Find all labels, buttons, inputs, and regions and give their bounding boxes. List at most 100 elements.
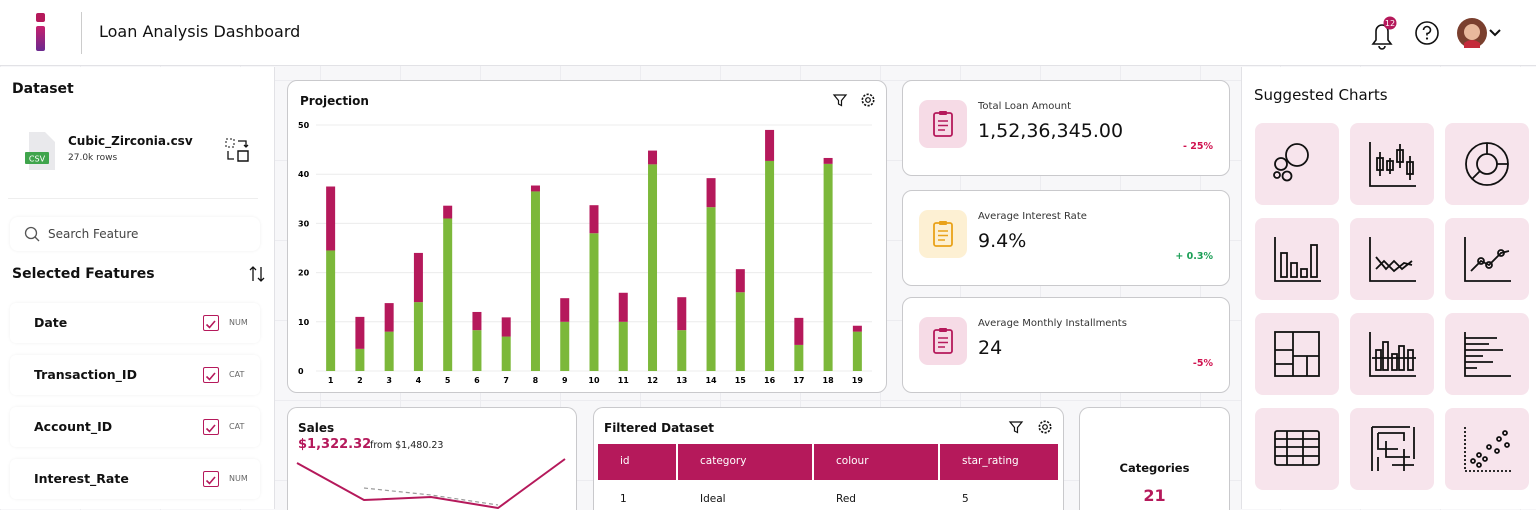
chart-tile[interactable] [1255, 218, 1339, 300]
categories-card: Categories 21 [1079, 407, 1230, 510]
kpi-change: + 0.3% [1175, 251, 1213, 262]
clipboard-icon [933, 221, 953, 247]
projection-card: Projection [287, 80, 887, 393]
chart-tile[interactable] [1350, 313, 1434, 395]
table-cell: Ideal [700, 493, 726, 505]
chart-type-icon [1274, 237, 1321, 282]
feature-checkbox[interactable] [203, 367, 219, 383]
logo-dot [36, 13, 45, 22]
search-placeholder: Search Feature [48, 227, 139, 241]
feature-row: Interest_Rate NUM [10, 459, 260, 499]
chart-tile[interactable] [1255, 313, 1339, 395]
file-rows: 27.0k rows [68, 153, 118, 163]
feature-checkbox[interactable] [203, 315, 219, 331]
header-text: colour [836, 455, 869, 467]
table-cell: 5 [962, 493, 969, 505]
feature-row: Transaction_ID CAT [10, 355, 260, 395]
help-icon[interactable] [1414, 20, 1440, 46]
table-card: Filtered Dataset id category colour star_ra… [593, 407, 1064, 510]
chart-tile[interactable] [1445, 218, 1529, 300]
feature-checkbox[interactable] [203, 471, 219, 487]
kpi-change: -5% [1192, 358, 1213, 369]
chart-tile[interactable] [1350, 218, 1434, 300]
chart-tile[interactable] [1350, 123, 1434, 205]
filter-icon[interactable] [832, 92, 848, 108]
chart-tile[interactable] [1255, 408, 1339, 490]
table-header-cell: colour [814, 444, 938, 480]
search-icon [24, 226, 40, 242]
sales-card: Sales $1,322.32 from $1,480.23 [287, 407, 577, 510]
suggested-title: Suggested Charts [1254, 86, 1388, 104]
filter-icon[interactable] [1008, 419, 1024, 435]
chart-type-icon [1274, 430, 1320, 466]
sales-value: $1,322.32 [298, 437, 372, 452]
chart-type-icon [1369, 237, 1416, 282]
feature-name: Interest_Rate [34, 471, 129, 486]
chart-tile[interactable] [1445, 313, 1529, 395]
check-mark [205, 476, 216, 485]
chart-type-icon [1371, 426, 1415, 471]
kpi-card: Average Monthly Installments 24 -5% [902, 297, 1230, 393]
kpi-card: Total Loan Amount 1,52,36,345.00 - 25% [902, 80, 1230, 176]
features-heading: Selected Features [12, 266, 155, 282]
feature-type: CAT [229, 370, 245, 379]
kpi-icon [919, 210, 967, 258]
header-text: category [700, 455, 747, 467]
check-mark [205, 320, 216, 329]
settings-icon[interactable] [1037, 419, 1053, 435]
header: Loan Analysis Dashboard 12 [0, 0, 1536, 66]
file-icon: CSV [25, 132, 55, 170]
kpi-icon [919, 317, 967, 365]
chart-type-icon [1464, 237, 1511, 282]
chart-tile[interactable] [1445, 123, 1529, 205]
header-text: star_rating [962, 455, 1019, 467]
notification-count: 12 [1385, 19, 1395, 28]
swap-dataset[interactable] [224, 137, 250, 163]
sales-title: Sales [298, 421, 335, 435]
sort-icon[interactable] [249, 265, 265, 283]
notification-bell[interactable]: 12 [1368, 16, 1398, 50]
header-text: id [620, 455, 630, 467]
kpi-change: - 25% [1183, 141, 1213, 152]
feature-type: NUM [229, 474, 248, 483]
kpi-value: 1,52,36,345.00 [978, 120, 1124, 142]
chart-tile[interactable] [1350, 408, 1434, 490]
clipboard-icon [933, 111, 953, 137]
user-menu[interactable] [1456, 17, 1510, 49]
chart-type-icon [1464, 332, 1511, 377]
kpi-value: 9.4% [978, 230, 1027, 252]
chart-tile[interactable] [1445, 408, 1529, 490]
logo [36, 26, 45, 51]
feature-checkbox[interactable] [203, 419, 219, 435]
check-mark [205, 424, 216, 433]
check-mark [205, 372, 216, 381]
table-header-cell: star_rating [940, 444, 1058, 480]
table-cell: Red [836, 493, 856, 505]
sales-comparison: from $1,480.23 [370, 440, 444, 451]
chart-type-icon [1369, 142, 1416, 187]
feature-name: Date [34, 315, 68, 330]
feature-row: Date NUM [10, 303, 260, 343]
suggested-panel: Suggested Charts [1241, 67, 1536, 509]
kpi-icon [919, 100, 967, 148]
search-box[interactable]: Search Feature [10, 217, 260, 251]
kpi-label: Total Loan Amount [978, 101, 1071, 112]
table-header-cell: id [598, 444, 676, 480]
feature-type: NUM [229, 318, 248, 327]
feature-name: Transaction_ID [34, 367, 137, 382]
chart-type-icon [1464, 427, 1511, 472]
chart-tile[interactable] [1255, 123, 1339, 205]
chart-type-icon [1369, 332, 1416, 377]
app-title: Loan Analysis Dashboard [99, 22, 301, 41]
chart-type-icon [1273, 143, 1309, 182]
kpi-value: 24 [978, 337, 1003, 359]
table-header-cell: category [678, 444, 812, 480]
file-card[interactable]: CSV Cubic_Zirconia.csv 27.0k rows [8, 119, 258, 199]
dataset-heading: Dataset [12, 81, 74, 97]
settings-icon[interactable] [860, 92, 876, 108]
kpi-card: Average Interest Rate 9.4% + 0.3% [902, 190, 1230, 286]
feature-name: Account_ID [34, 419, 113, 434]
categories-label: Categories [1119, 461, 1190, 475]
chart-type-icon [1274, 331, 1320, 377]
